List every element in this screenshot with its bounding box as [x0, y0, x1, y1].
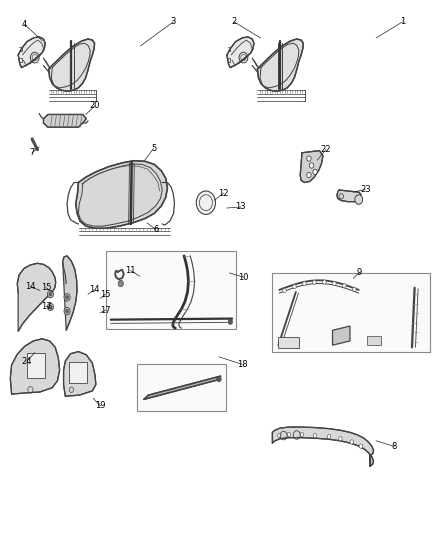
Circle shape [350, 440, 353, 444]
Circle shape [47, 290, 53, 298]
Circle shape [353, 287, 356, 292]
Text: 11: 11 [126, 266, 136, 275]
Circle shape [283, 288, 286, 293]
Circle shape [196, 191, 215, 214]
Text: 22: 22 [321, 145, 331, 154]
Bar [106, 251, 237, 329]
Polygon shape [144, 376, 221, 399]
Text: 19: 19 [95, 401, 106, 410]
Bar [69, 362, 87, 383]
Polygon shape [64, 352, 96, 396]
Bar [279, 337, 299, 349]
Polygon shape [332, 326, 350, 345]
Text: 23: 23 [360, 185, 371, 194]
Circle shape [339, 437, 342, 441]
Polygon shape [49, 39, 95, 91]
Circle shape [49, 305, 52, 309]
Bar [367, 336, 381, 345]
Circle shape [217, 376, 221, 382]
Circle shape [278, 433, 281, 438]
Circle shape [309, 163, 314, 168]
Circle shape [303, 281, 306, 286]
Text: 17: 17 [41, 302, 51, 311]
Circle shape [313, 169, 317, 174]
Text: 15: 15 [100, 289, 111, 298]
Circle shape [307, 156, 311, 161]
Circle shape [118, 280, 124, 287]
Text: 1: 1 [400, 18, 405, 27]
Polygon shape [258, 39, 303, 91]
Text: 20: 20 [89, 101, 100, 110]
Text: 15: 15 [41, 283, 51, 292]
Circle shape [332, 281, 336, 286]
Circle shape [66, 295, 69, 299]
Circle shape [47, 303, 53, 311]
Text: 5: 5 [151, 144, 156, 153]
Text: 18: 18 [237, 360, 247, 369]
Polygon shape [43, 115, 86, 127]
Circle shape [307, 172, 311, 177]
Text: 7: 7 [29, 148, 35, 157]
Text: 3: 3 [170, 18, 176, 27]
Polygon shape [18, 37, 45, 68]
Circle shape [343, 284, 346, 288]
Polygon shape [337, 190, 361, 201]
Text: 17: 17 [100, 305, 111, 314]
Circle shape [313, 433, 317, 438]
Circle shape [49, 292, 52, 296]
Text: 14: 14 [25, 282, 35, 291]
Text: 4: 4 [22, 20, 27, 29]
Text: 2: 2 [232, 18, 237, 27]
Text: 6: 6 [153, 225, 159, 234]
Circle shape [313, 280, 316, 285]
Polygon shape [227, 37, 254, 68]
Circle shape [228, 319, 233, 325]
Text: 24: 24 [21, 357, 32, 366]
Circle shape [293, 285, 296, 289]
Circle shape [64, 308, 70, 315]
Polygon shape [63, 256, 77, 330]
Text: 14: 14 [89, 285, 100, 294]
Circle shape [66, 309, 69, 313]
Circle shape [64, 294, 70, 301]
Bar [137, 365, 226, 411]
Circle shape [327, 434, 331, 439]
Text: 10: 10 [238, 273, 249, 281]
Bar [27, 353, 45, 378]
Polygon shape [76, 161, 167, 228]
Circle shape [287, 432, 290, 437]
Text: 8: 8 [391, 442, 396, 451]
Text: 9: 9 [356, 269, 361, 277]
Bar [272, 273, 430, 352]
Text: 12: 12 [218, 189, 229, 198]
Circle shape [323, 280, 326, 284]
Polygon shape [17, 263, 56, 332]
Circle shape [300, 432, 304, 437]
Circle shape [355, 195, 363, 204]
Circle shape [359, 444, 363, 448]
Text: 13: 13 [236, 203, 246, 212]
Polygon shape [11, 339, 60, 394]
Polygon shape [272, 427, 374, 466]
Polygon shape [300, 151, 323, 182]
